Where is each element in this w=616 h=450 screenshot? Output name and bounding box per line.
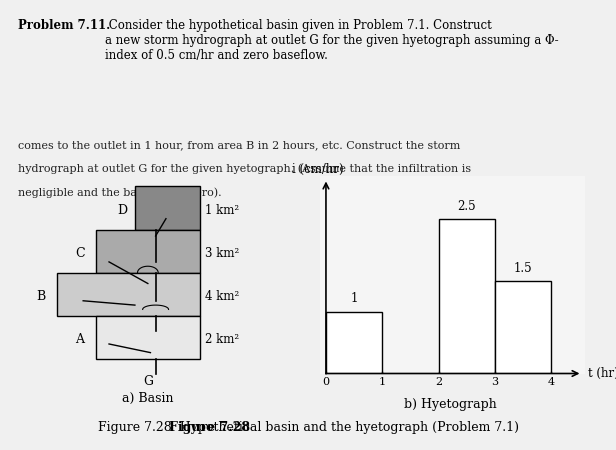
Text: i (cm/hr): i (cm/hr) xyxy=(292,162,343,176)
Bar xyxy=(439,219,495,374)
Text: A: A xyxy=(75,333,84,346)
Text: G: G xyxy=(143,375,153,388)
Text: t (hr): t (hr) xyxy=(588,367,616,380)
Text: D: D xyxy=(117,203,127,216)
Text: C: C xyxy=(75,247,85,260)
Bar xyxy=(57,273,200,316)
Text: a) Basin: a) Basin xyxy=(122,392,174,405)
Bar xyxy=(326,311,383,374)
Text: 1 km²: 1 km² xyxy=(205,203,239,216)
Text: negligible and the baseflow is zero).: negligible and the baseflow is zero). xyxy=(18,187,222,198)
Bar xyxy=(135,186,200,230)
Text: Figure 7.28  Hypothetical basin and the hyetograph (Problem 7.1): Figure 7.28 Hypothetical basin and the h… xyxy=(97,421,519,434)
Text: hydrograph at outlet G for the given hyetograph. (Assume that the infiltration i: hydrograph at outlet G for the given hye… xyxy=(18,163,471,174)
Text: B: B xyxy=(36,290,46,303)
Bar xyxy=(96,230,200,273)
Bar xyxy=(96,316,200,359)
Text: b) Hyetograph: b) Hyetograph xyxy=(403,397,496,410)
Text: 1.5: 1.5 xyxy=(514,261,532,274)
Text: 2: 2 xyxy=(435,377,442,387)
Text: 2 km²: 2 km² xyxy=(205,333,239,346)
Text: 0: 0 xyxy=(322,377,330,387)
Text: Problem 7.11.: Problem 7.11. xyxy=(18,19,110,32)
Text: 1: 1 xyxy=(379,377,386,387)
Text: Figure 7.28: Figure 7.28 xyxy=(169,421,250,434)
Text: Consider the hypothetical basin given in Problem 7.1. Construct
a new storm hydr: Consider the hypothetical basin given in… xyxy=(105,19,559,62)
Text: 4: 4 xyxy=(548,377,555,387)
Text: comes to the outlet in 1 hour, from area B in 2 hours, etc. Construct the storm: comes to the outlet in 1 hour, from area… xyxy=(18,140,461,150)
Text: 4 km²: 4 km² xyxy=(205,290,239,303)
Text: 3 km²: 3 km² xyxy=(205,247,239,260)
Text: 3: 3 xyxy=(492,377,498,387)
Text: 1: 1 xyxy=(351,292,358,306)
Bar xyxy=(495,281,551,374)
Text: 2.5: 2.5 xyxy=(458,200,476,213)
